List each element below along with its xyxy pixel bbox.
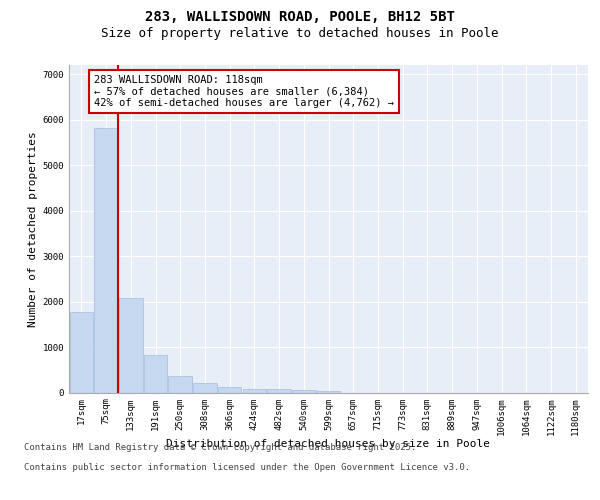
Bar (317, 390, 340, 392)
Text: Contains HM Land Registry data © Crown copyright and database right 2025.: Contains HM Land Registry data © Crown c… (24, 442, 416, 452)
X-axis label: Distribution of detached houses by size in Poole: Distribution of detached houses by size … (167, 439, 491, 449)
Bar (94, 128, 118, 392)
Text: 283 WALLISDOWN ROAD: 118sqm
← 57% of detached houses are smaller (6,384)
42% of : 283 WALLISDOWN ROAD: 118sqm ← 57% of det… (94, 75, 394, 108)
Text: Contains public sector information licensed under the Open Government Licence v3: Contains public sector information licen… (24, 462, 470, 471)
Bar (70, 312, 93, 392)
Bar (292, 390, 316, 392)
Bar (218, 388, 241, 392)
Text: Size of property relative to detached houses in Poole: Size of property relative to detached ho… (101, 28, 499, 40)
Bar (242, 388, 266, 392)
Bar (169, 376, 192, 392)
Bar (144, 355, 167, 393)
Bar (268, 390, 291, 392)
Bar (119, 298, 143, 392)
Text: 283, WALLISDOWN ROAD, POOLE, BH12 5BT: 283, WALLISDOWN ROAD, POOLE, BH12 5BT (145, 10, 455, 24)
Bar (193, 383, 217, 392)
Y-axis label: Number of detached properties: Number of detached properties (28, 131, 38, 326)
